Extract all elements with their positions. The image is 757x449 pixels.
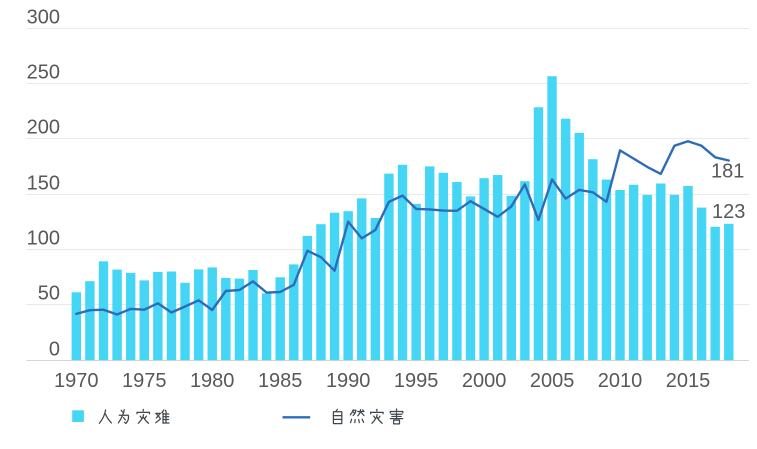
svg-text:1980: 1980 bbox=[190, 370, 235, 392]
svg-text:1975: 1975 bbox=[122, 370, 167, 392]
svg-text:2015: 2015 bbox=[666, 370, 711, 392]
svg-text:100: 100 bbox=[27, 228, 60, 250]
svg-text:1995: 1995 bbox=[394, 370, 439, 392]
svg-text:200: 200 bbox=[27, 117, 60, 139]
svg-text:50: 50 bbox=[38, 283, 60, 305]
svg-text:1970: 1970 bbox=[54, 370, 99, 392]
svg-text:2005: 2005 bbox=[530, 370, 575, 392]
svg-text:300: 300 bbox=[27, 7, 60, 29]
svg-text:1985: 1985 bbox=[258, 370, 303, 392]
svg-text:181: 181 bbox=[711, 161, 744, 183]
svg-text:123: 123 bbox=[712, 201, 745, 223]
svg-text:0: 0 bbox=[49, 339, 60, 361]
svg-text:2000: 2000 bbox=[462, 370, 507, 392]
svg-text:150: 150 bbox=[27, 173, 60, 195]
svg-text:2010: 2010 bbox=[598, 370, 643, 392]
svg-text:250: 250 bbox=[27, 62, 60, 84]
svg-text:1990: 1990 bbox=[326, 370, 371, 392]
